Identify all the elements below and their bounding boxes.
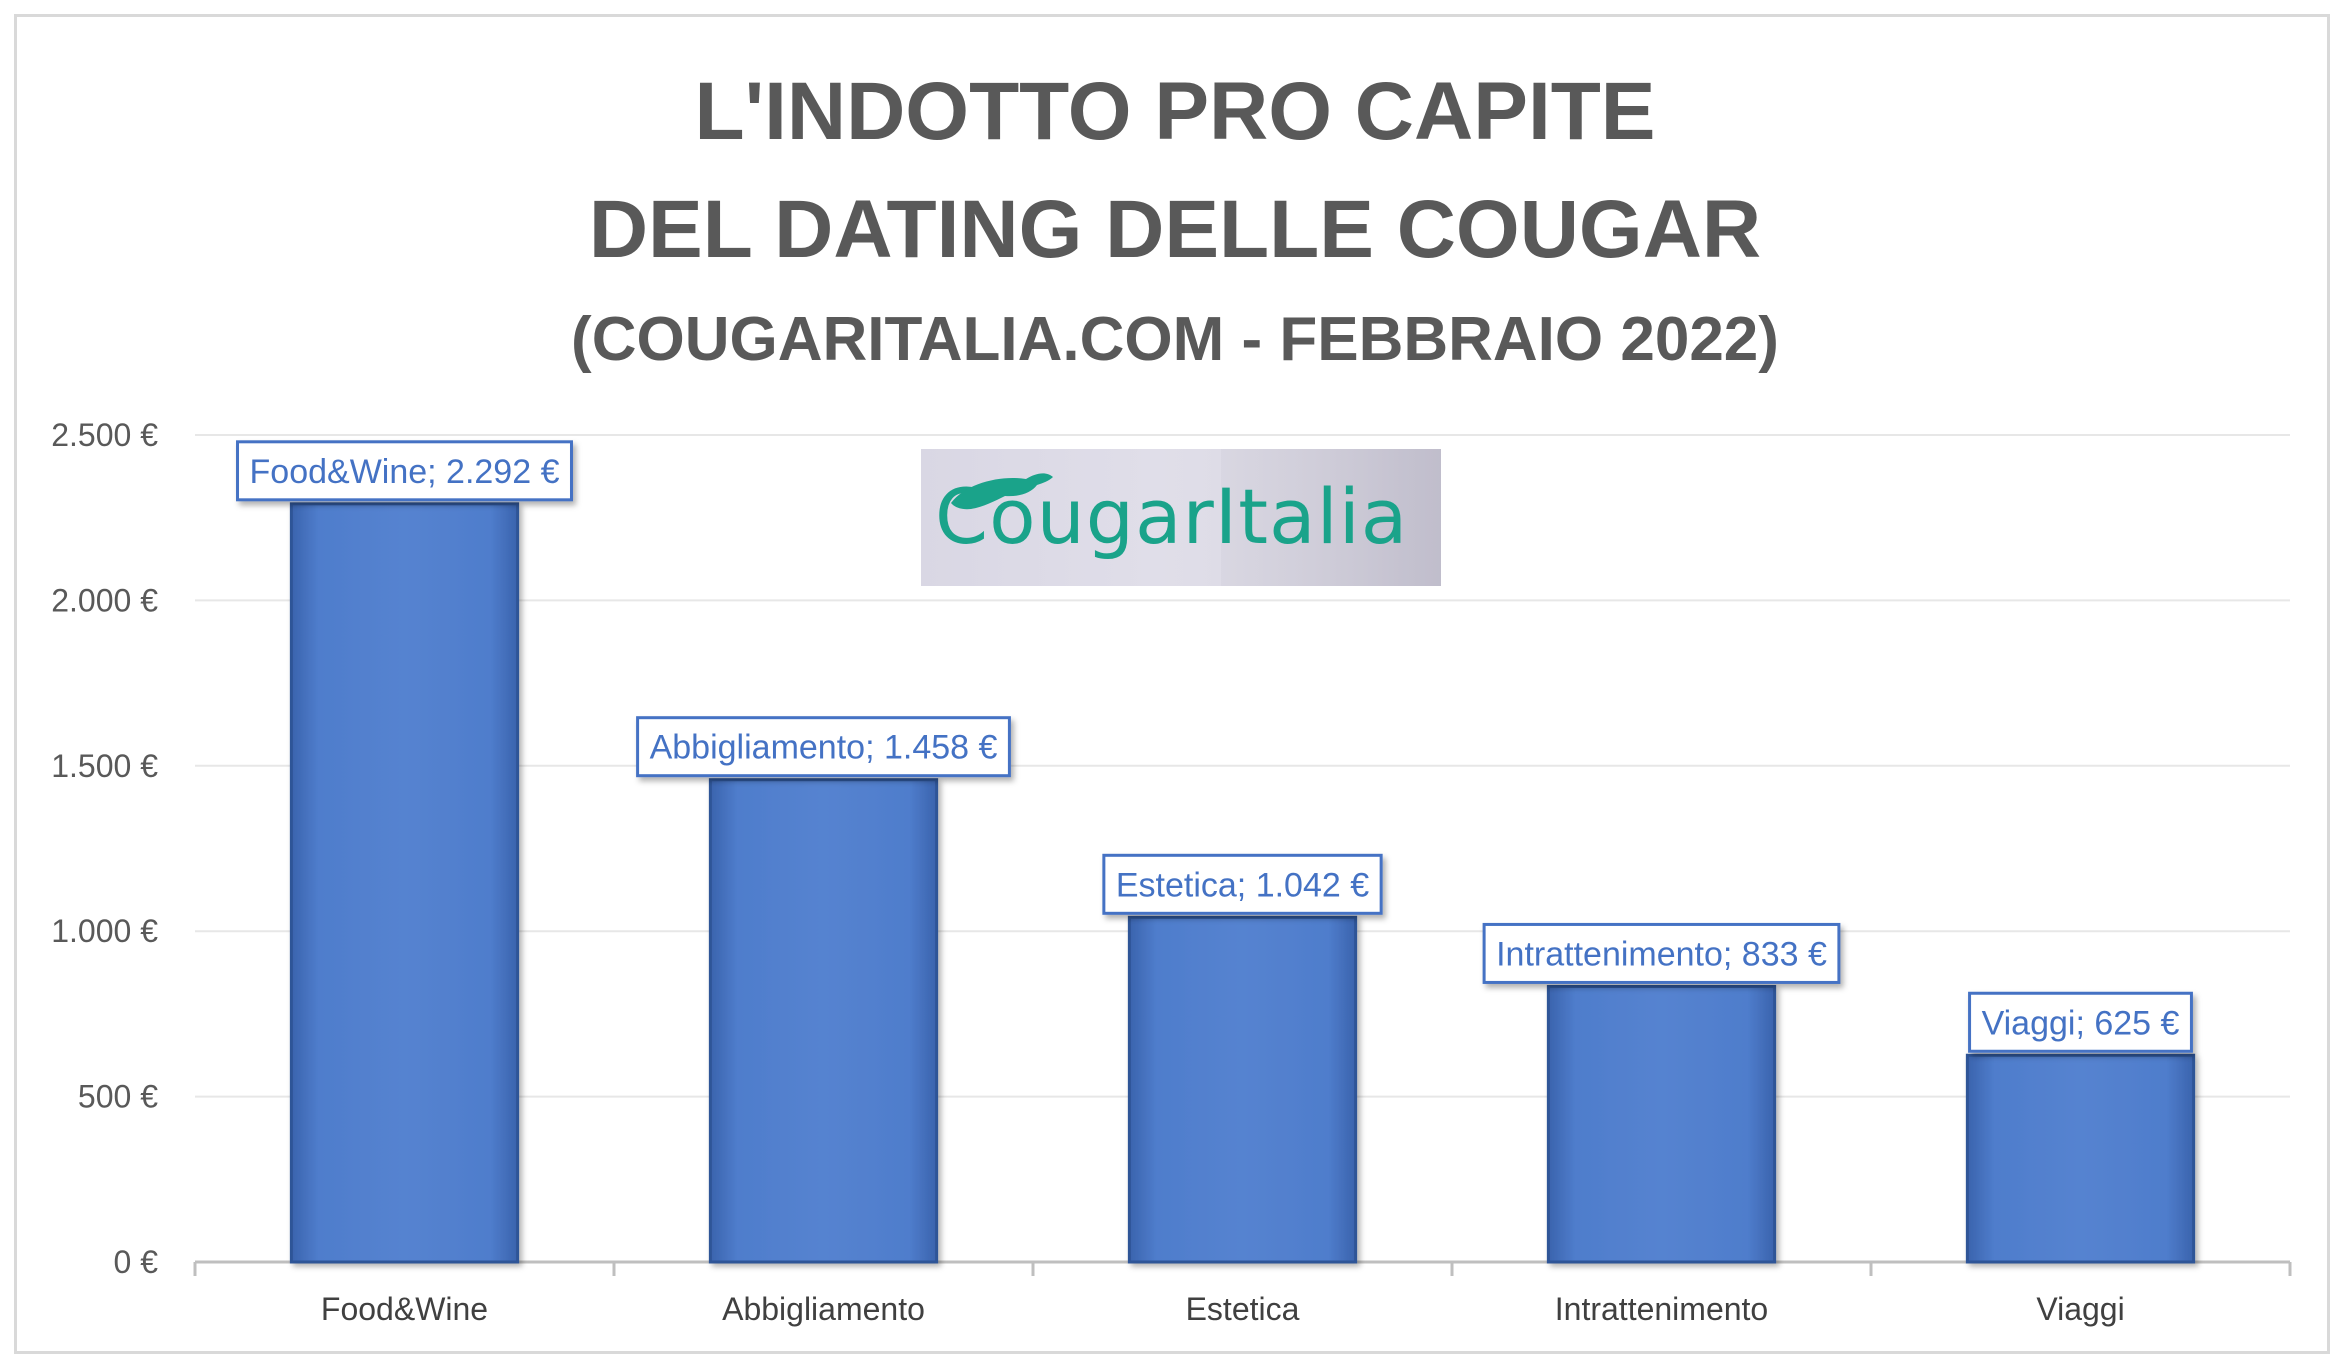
bar-estetica <box>1127 915 1358 1264</box>
data-label: Estetica; 1.042 € <box>1102 853 1383 915</box>
y-tick-label: 500 € <box>78 1079 158 1115</box>
cougar-icon <box>951 473 1053 510</box>
bar-abbigliamento <box>708 778 939 1264</box>
y-tick-label: 2.500 € <box>51 417 158 453</box>
data-label-box <box>636 716 1011 778</box>
y-tick-label: 0 € <box>114 1244 159 1280</box>
x-tick-label: Estetica <box>1186 1291 1300 1327</box>
x-tick-label: Food&Wine <box>321 1291 488 1327</box>
x-tick-label: Abbigliamento <box>722 1291 925 1327</box>
chart-subtitle: (COUGARITALIA.COM - FEBBRAIO 2022) <box>571 305 1779 374</box>
x-tick-label: Intrattenimento <box>1555 1291 1768 1327</box>
y-tick-label: 1.500 € <box>51 748 158 784</box>
data-label: Food&Wine; 2.292 € <box>236 440 573 502</box>
data-label: Abbigliamento; 1.458 € <box>636 716 1011 778</box>
bar-food-wine <box>289 502 520 1264</box>
data-label: Viaggi; 625 € <box>1968 991 2193 1053</box>
cougaritalia-logo: CougarItalia <box>921 449 1441 586</box>
data-label: Intrattenimento; 833 € <box>1482 922 1841 984</box>
data-label-box <box>1482 922 1841 984</box>
logo-background-block <box>1221 449 1441 586</box>
data-label-text: Viaggi; 625 € <box>1982 1004 2180 1042</box>
data-label-text: Food&Wine; 2.292 € <box>250 453 560 491</box>
y-tick-label: 2.000 € <box>51 582 158 618</box>
bar-viaggi <box>1965 1053 2196 1264</box>
y-tick-label: 1.000 € <box>51 913 158 949</box>
bar-intrattenimento <box>1546 984 1777 1264</box>
data-label-text: Intrattenimento; 833 € <box>1496 935 1827 973</box>
data-label-box <box>1968 991 2193 1053</box>
x-tick-label: Viaggi <box>2036 1291 2124 1327</box>
data-label-box <box>236 440 573 502</box>
chart-title-line-1: L'INDOTTO PRO CAPITE <box>694 66 1656 157</box>
data-label-box <box>1102 853 1383 915</box>
chart-title-line-2: DEL DATING DELLE COUGAR <box>588 184 1762 275</box>
data-label-text: Estetica; 1.042 € <box>1116 866 1369 904</box>
data-label-text: Abbigliamento; 1.458 € <box>650 729 998 767</box>
